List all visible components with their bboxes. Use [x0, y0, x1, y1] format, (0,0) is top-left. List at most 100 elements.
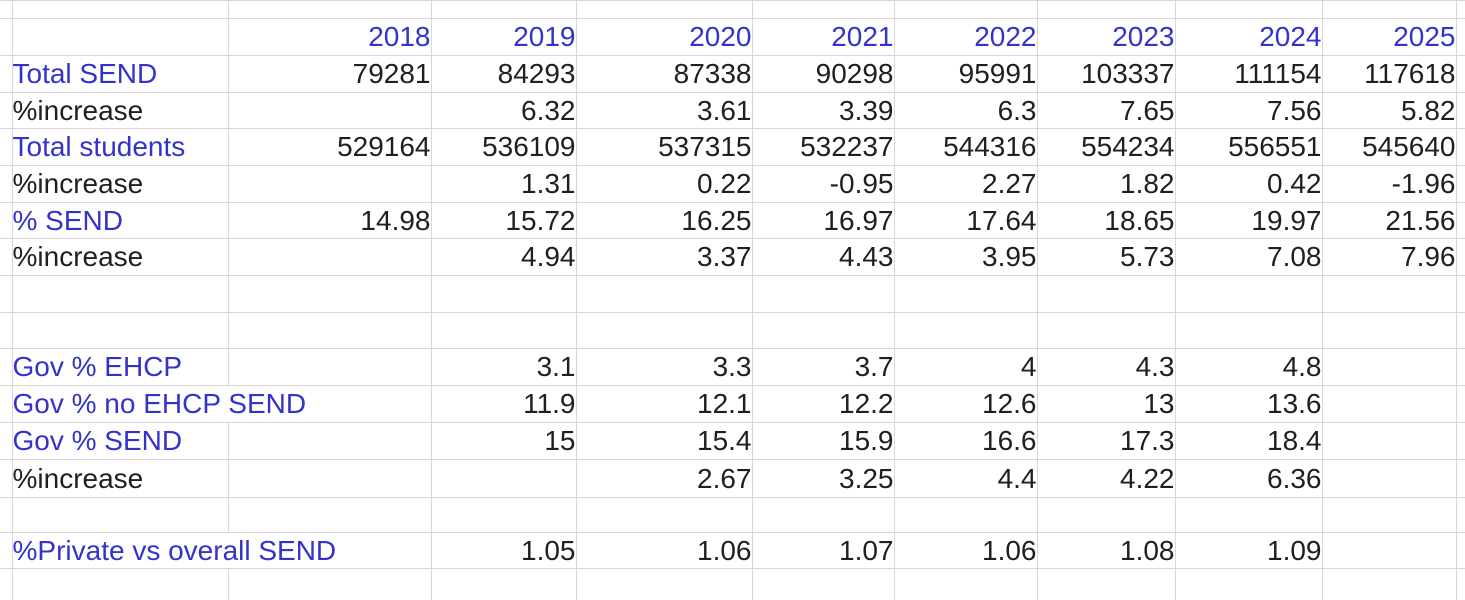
cell-r10-right-gutter[interactable]	[1455, 348, 1465, 386]
cell-r0-2024[interactable]	[1174, 0, 1323, 19]
cell-r8-2020[interactable]	[575, 275, 753, 313]
cell-r3-2024[interactable]: 7.56	[1174, 92, 1323, 129]
cell-r2-2023[interactable]: 103337	[1036, 55, 1176, 93]
cell-r4-2020[interactable]: 537315	[575, 128, 753, 166]
cell-r8-label[interactable]	[11, 275, 229, 313]
cell-r4-2023[interactable]: 554234	[1036, 128, 1176, 166]
cell-r5-2025[interactable]: -1.96	[1321, 165, 1457, 203]
cell-r0-2025[interactable]	[1321, 0, 1457, 19]
cell-r5-2019[interactable]: 1.31	[430, 165, 577, 203]
cell-r14-2024[interactable]	[1174, 497, 1323, 533]
cell-r14-2023[interactable]	[1036, 497, 1176, 533]
cell-r5-2018[interactable]	[227, 165, 432, 203]
cell-r11-2023[interactable]: 13	[1036, 385, 1176, 423]
cell-r9-2024[interactable]	[1174, 312, 1323, 349]
row-label-r3[interactable]: %increase	[11, 92, 229, 129]
cell-r10-2019[interactable]: 3.1	[430, 348, 577, 386]
cell-r6-2018[interactable]: 14.98	[227, 202, 432, 239]
cell-r11-2025[interactable]	[1321, 385, 1457, 423]
cell-r12-2022[interactable]: 16.6	[893, 422, 1038, 460]
cell-r15-2020[interactable]: 1.06	[575, 532, 753, 569]
cell-r14-2025[interactable]	[1321, 497, 1457, 533]
cell-r12-2021[interactable]: 15.9	[751, 422, 895, 460]
cell-r13-2018[interactable]	[227, 459, 432, 498]
cell-r13-2023[interactable]: 4.22	[1036, 459, 1176, 498]
cell-r5-2021[interactable]: -0.95	[751, 165, 895, 203]
cell-r8-2019[interactable]	[430, 275, 577, 313]
cell-r11-left-gutter[interactable]	[0, 385, 13, 423]
cell-r8-2025[interactable]	[1321, 275, 1457, 313]
cell-r4-2022[interactable]: 544316	[893, 128, 1038, 166]
cell-r14-2022[interactable]	[893, 497, 1038, 533]
year-header-2018[interactable]: 2018	[227, 18, 432, 56]
cell-r4-left-gutter[interactable]	[0, 128, 13, 166]
cell-r6-2021[interactable]: 16.97	[751, 202, 895, 239]
cell-r16-2023[interactable]	[1036, 568, 1176, 600]
cell-r7-2019[interactable]: 4.94	[430, 238, 577, 276]
cell-r16-2020[interactable]	[575, 568, 753, 600]
cell-r15-2024[interactable]: 1.09	[1174, 532, 1323, 569]
cell-r15-2019[interactable]: 1.05	[430, 532, 577, 569]
cell-r11-2022[interactable]: 12.6	[893, 385, 1038, 423]
cell-r12-2019[interactable]: 15	[430, 422, 577, 460]
cell-r7-2024[interactable]: 7.08	[1174, 238, 1323, 276]
cell-r16-label[interactable]	[11, 568, 229, 600]
cell-r8-2018[interactable]	[227, 275, 432, 313]
cell-r4-right-gutter[interactable]	[1455, 128, 1465, 166]
cell-r3-2023[interactable]: 7.65	[1036, 92, 1176, 129]
cell-r7-2018[interactable]	[227, 238, 432, 276]
cell-r10-2021[interactable]: 3.7	[751, 348, 895, 386]
cell-r2-right-gutter[interactable]	[1455, 55, 1465, 93]
cell-r12-right-gutter[interactable]	[1455, 422, 1465, 460]
cell-r2-2019[interactable]: 84293	[430, 55, 577, 93]
cell-r13-2021[interactable]: 3.25	[751, 459, 895, 498]
cell-r14-right-gutter[interactable]	[1455, 497, 1465, 533]
cell-r7-2021[interactable]: 4.43	[751, 238, 895, 276]
cell-r9-left-gutter[interactable]	[0, 312, 13, 349]
year-header-2019[interactable]: 2019	[430, 18, 577, 56]
cell-r13-right-gutter[interactable]	[1455, 459, 1465, 498]
cell-r2-2022[interactable]: 95991	[893, 55, 1038, 93]
cell-r10-2020[interactable]: 3.3	[575, 348, 753, 386]
cell-r16-2019[interactable]	[430, 568, 577, 600]
cell-r16-2021[interactable]	[751, 568, 895, 600]
cell-r13-left-gutter[interactable]	[0, 459, 13, 498]
cell-r16-2018[interactable]	[227, 568, 432, 600]
cell-r15-2023[interactable]: 1.08	[1036, 532, 1176, 569]
cell-r10-left-gutter[interactable]	[0, 348, 13, 386]
row-label-r13[interactable]: %increase	[11, 459, 229, 498]
cell-r10-2022[interactable]: 4	[893, 348, 1038, 386]
cell-r3-2021[interactable]: 3.39	[751, 92, 895, 129]
cell-r3-left-gutter[interactable]	[0, 92, 13, 129]
cell-r6-2020[interactable]: 16.25	[575, 202, 753, 239]
cell-r4-2018[interactable]: 529164	[227, 128, 432, 166]
cell-r9-2020[interactable]	[575, 312, 753, 349]
cell-r1-right-gutter[interactable]	[1455, 18, 1465, 56]
cell-r3-2019[interactable]: 6.32	[430, 92, 577, 129]
row-label-r4[interactable]: Total students	[11, 128, 229, 166]
row-label-r5[interactable]: %increase	[11, 165, 229, 203]
cell-r11-2020[interactable]: 12.1	[575, 385, 753, 423]
cell-r13-2020[interactable]: 2.67	[575, 459, 753, 498]
cell-r6-2023[interactable]: 18.65	[1036, 202, 1176, 239]
cell-r1-label[interactable]	[11, 18, 229, 56]
cell-r16-2022[interactable]	[893, 568, 1038, 600]
cell-r7-right-gutter[interactable]	[1455, 238, 1465, 276]
cell-r7-2020[interactable]: 3.37	[575, 238, 753, 276]
cell-r6-2024[interactable]: 19.97	[1174, 202, 1323, 239]
cell-r7-2025[interactable]: 7.96	[1321, 238, 1457, 276]
cell-r11-2024[interactable]: 13.6	[1174, 385, 1323, 423]
cell-r10-2023[interactable]: 4.3	[1036, 348, 1176, 386]
cell-r5-2023[interactable]: 1.82	[1036, 165, 1176, 203]
cell-r2-2018[interactable]: 79281	[227, 55, 432, 93]
cell-r1-left-gutter[interactable]	[0, 18, 13, 56]
cell-r9-2023[interactable]	[1036, 312, 1176, 349]
cell-r10-2018[interactable]	[227, 348, 432, 386]
cell-r0-2018[interactable]	[227, 0, 432, 19]
cell-r14-2021[interactable]	[751, 497, 895, 533]
row-label-r2[interactable]: Total SEND	[11, 55, 229, 93]
cell-r3-2020[interactable]: 3.61	[575, 92, 753, 129]
cell-r4-2019[interactable]: 536109	[430, 128, 577, 166]
cell-r11-right-gutter[interactable]	[1455, 385, 1465, 423]
cell-r13-2022[interactable]: 4.4	[893, 459, 1038, 498]
